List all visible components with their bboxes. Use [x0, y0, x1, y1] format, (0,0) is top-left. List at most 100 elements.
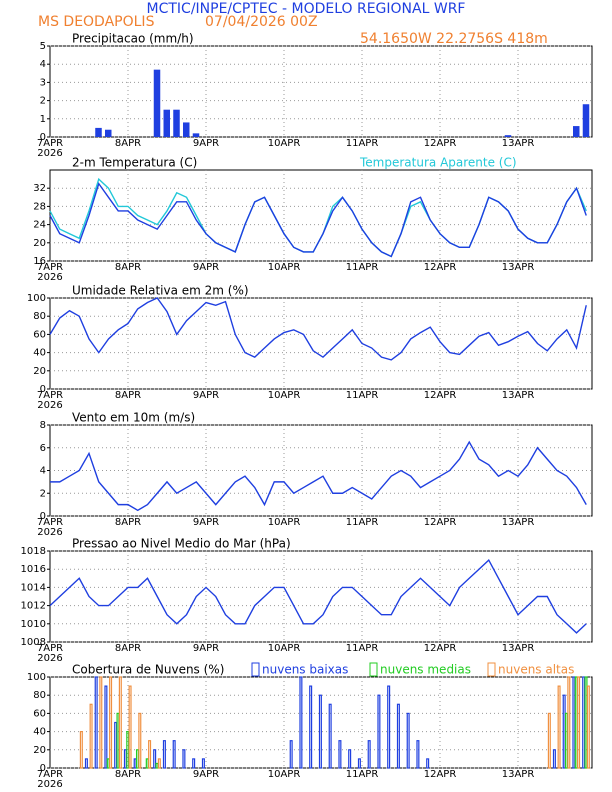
bar — [183, 122, 190, 137]
x-tick-label: 12APR — [424, 517, 457, 528]
bar — [584, 676, 588, 769]
bar — [163, 109, 170, 137]
y-tick-label: 80 — [33, 690, 46, 701]
y-tick-label: 32 — [33, 183, 46, 194]
y-tick-label: 16 — [33, 256, 46, 267]
bar — [338, 740, 342, 769]
bar — [367, 740, 371, 769]
bar — [148, 740, 152, 769]
bar — [95, 127, 102, 137]
bar — [133, 758, 137, 769]
bar — [564, 712, 569, 769]
bar — [328, 703, 332, 769]
bar — [406, 712, 410, 769]
panel-title: Pressao ao Nivel Medio do Mar (hPa) — [72, 537, 291, 551]
bar — [106, 758, 110, 769]
y-tick-label: 20 — [33, 366, 46, 377]
x-tick-label: 12APR — [424, 262, 457, 273]
bar — [99, 676, 103, 769]
bar — [582, 676, 586, 769]
bar — [426, 758, 430, 769]
bar — [123, 749, 127, 769]
x-tick-label: 8APR — [115, 390, 141, 401]
bar — [318, 694, 322, 769]
legend-swatch — [487, 662, 496, 677]
bar — [387, 685, 391, 769]
run-time: 07/04/2026 00Z — [205, 14, 318, 30]
plot-frame — [49, 550, 593, 643]
y-tick-label: 2 — [40, 96, 46, 107]
y-tick-label: 3 — [40, 77, 46, 88]
bar — [116, 712, 120, 769]
x-year-label: 2026 — [37, 527, 62, 538]
legend-swatch — [369, 662, 378, 677]
legend-entry: nuvens baixas — [262, 663, 348, 677]
x-tick-label: 9APR — [193, 517, 219, 528]
bar — [299, 676, 303, 769]
y-tick-label: 5 — [40, 41, 46, 52]
x-year-label: 2026 — [37, 148, 62, 159]
y-tick-label: 20 — [33, 745, 46, 756]
bar — [572, 676, 576, 769]
x-tick-label: 11APR — [346, 769, 379, 780]
bar — [157, 758, 161, 769]
y-tick-label: 1010 — [21, 619, 46, 630]
x-year-label: 2026 — [37, 779, 62, 790]
bar — [586, 685, 590, 769]
panel-title: 2-m Temperatura (C) — [72, 156, 197, 170]
y-tick-label: 0 — [40, 763, 46, 774]
bar — [582, 104, 590, 137]
bar — [155, 762, 159, 769]
bar — [172, 740, 176, 769]
location: MS DEODAPOLIS — [38, 14, 155, 30]
page-title: MCTIC/INPE/CPTEC - MODELO REGIONAL WRF — [147, 1, 466, 17]
x-tick-label: 8APR — [115, 517, 141, 528]
bar — [396, 703, 400, 769]
x-tick-label: 13APR — [502, 517, 535, 528]
x-year-label: 2026 — [37, 272, 62, 283]
x-tick-label: 7APR — [37, 390, 63, 401]
x-tick-label: 12APR — [424, 769, 457, 780]
x-tick-label: 8APR — [115, 262, 141, 273]
x-tick-label: 8APR — [115, 643, 141, 654]
legend-entry: nuvens medias — [380, 663, 471, 677]
x-tick-label: 13APR — [502, 769, 535, 780]
bar — [552, 749, 556, 769]
bar — [128, 685, 132, 769]
y-tick-label: 1012 — [21, 601, 46, 612]
x-tick-label: 9APR — [193, 769, 219, 780]
y-tick-label: 40 — [33, 727, 46, 738]
x-tick-label: 10APR — [268, 769, 301, 780]
x-tick-label: 9APR — [193, 643, 219, 654]
bar — [84, 758, 88, 769]
line-series — [50, 440, 587, 512]
panel-title: Precipitacao (mm/h) — [72, 32, 194, 46]
y-tick-label: 8 — [40, 420, 46, 431]
bar — [557, 685, 561, 769]
y-tick-label: 0 — [40, 384, 46, 395]
bar — [562, 694, 566, 769]
x-year-label: 2026 — [37, 653, 62, 664]
x-tick-label: 9APR — [193, 138, 219, 149]
x-tick-label: 9APR — [193, 262, 219, 273]
x-year-label: 2026 — [37, 400, 62, 411]
y-tick-label: 2 — [40, 488, 46, 499]
x-tick-label: 13APR — [502, 138, 535, 149]
x-tick-label: 10APR — [268, 262, 301, 273]
bar — [182, 749, 186, 769]
legend-entry: nuvens altas — [498, 663, 574, 677]
bar — [105, 129, 112, 137]
y-tick-label: 28 — [33, 201, 46, 212]
y-tick-label: 0 — [40, 511, 46, 522]
y-tick-label: 100 — [27, 672, 46, 683]
y-tick-label: 0 — [40, 132, 46, 143]
x-tick-label: 10APR — [268, 517, 301, 528]
bar — [162, 740, 166, 769]
x-tick-label: 7APR — [37, 643, 63, 654]
line-series — [49, 177, 587, 258]
line-series — [49, 558, 587, 634]
x-tick-label: 11APR — [346, 643, 379, 654]
x-tick-label: 10APR — [268, 390, 301, 401]
y-tick-label: 60 — [33, 708, 46, 719]
bar — [547, 712, 551, 769]
